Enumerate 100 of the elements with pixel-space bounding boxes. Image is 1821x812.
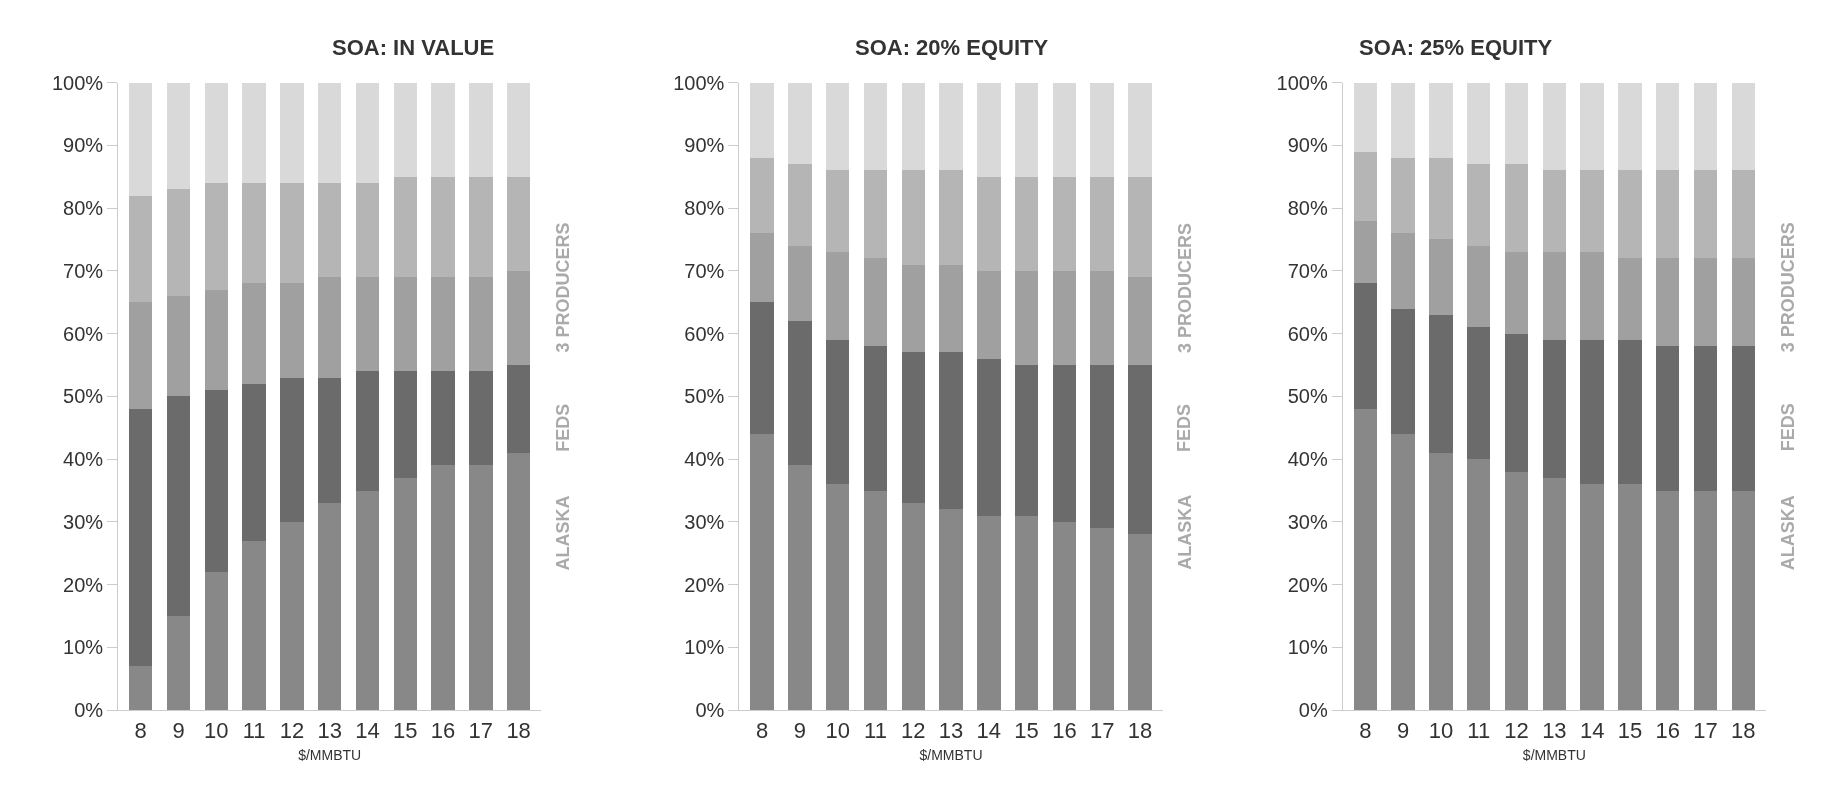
bar (825, 484, 850, 711)
x-tick-label: 17 (1089, 717, 1115, 743)
bar (204, 183, 229, 290)
bar (242, 283, 266, 384)
bar (1731, 258, 1756, 347)
x-tick-label: 12 (900, 717, 926, 743)
x-tick-label: 13 (317, 717, 342, 743)
x-tick-label: 12 (1504, 717, 1529, 743)
chart-title: SOA: 25% EQUITY (1359, 35, 1553, 60)
bar (901, 352, 925, 504)
bar (1014, 515, 1039, 711)
y-tick-label: 90% (1287, 134, 1328, 157)
bar (469, 465, 493, 711)
bar (1014, 365, 1039, 516)
x-tick-label: 14 (976, 717, 1002, 743)
y-tick-label: 30% (684, 510, 725, 533)
bar (1353, 151, 1378, 221)
bar (204, 289, 229, 391)
bar (431, 82, 455, 177)
bar (1656, 82, 1680, 171)
bar (1014, 176, 1039, 271)
y-tick-label: 20% (63, 573, 104, 596)
y-tick-label: 70% (63, 259, 104, 282)
bar (431, 371, 455, 466)
bar (1693, 258, 1718, 347)
bar (901, 503, 925, 711)
bar (825, 170, 850, 253)
text: 3 PRODUCERS (553, 222, 574, 353)
chart-title: SOA: 20% EQUITY (855, 35, 1049, 60)
x-tick-label: 16 (1052, 717, 1077, 743)
bar (750, 82, 774, 158)
x-tick-label: 11 (242, 717, 266, 743)
bar (901, 264, 925, 353)
chart-title: SOA: IN VALUE (332, 35, 495, 60)
bar (242, 183, 266, 284)
bar (825, 339, 850, 485)
x-tick-label: 9 (793, 717, 806, 743)
bar (506, 82, 531, 177)
bar (1052, 176, 1077, 271)
y-tick-label: 80% (684, 197, 725, 220)
bar (1353, 408, 1378, 711)
x-tick-label: 18 (1127, 717, 1153, 743)
y-tick-label: 40% (1287, 448, 1328, 471)
bar (863, 490, 888, 711)
bar (1618, 258, 1642, 340)
y-tick-label: 10% (684, 636, 725, 659)
bar (166, 396, 191, 617)
bar (280, 283, 304, 378)
text: FEDS (1777, 403, 1798, 452)
y-tick-label: 90% (684, 134, 725, 157)
bar (129, 195, 153, 303)
y-tick-label: 60% (63, 322, 104, 345)
bar (1656, 170, 1680, 259)
y-tick-label: 70% (684, 259, 725, 282)
y-tick-label: 80% (1287, 197, 1328, 220)
y-tick-label: 10% (63, 636, 104, 659)
x-tick-label: 11 (864, 717, 887, 743)
x-tick-label: 16 (430, 717, 456, 743)
bar (1580, 170, 1604, 253)
bar (939, 170, 963, 265)
bar (506, 176, 531, 271)
bar (1542, 170, 1567, 253)
bar (1467, 245, 1491, 328)
bar (1618, 170, 1642, 259)
bar (1580, 82, 1604, 171)
x-tick-label: 15 (1617, 717, 1643, 743)
y-tick-label: 40% (684, 448, 725, 471)
bar (431, 465, 455, 711)
bar (1467, 327, 1491, 460)
text: FEDS (1174, 403, 1195, 452)
bar (166, 295, 191, 397)
bar (1429, 239, 1453, 315)
x-tick-label: 18 (1731, 717, 1756, 743)
bar (1391, 308, 1415, 435)
bar (788, 321, 812, 466)
bar (506, 270, 531, 365)
bar (506, 365, 531, 453)
bar (1656, 258, 1680, 347)
bar (1693, 82, 1718, 171)
bar (1731, 346, 1756, 491)
x-tick-label: 10 (1428, 717, 1454, 743)
bar (1128, 82, 1152, 177)
bar (1618, 339, 1642, 485)
y-tick-label: 100% (1276, 71, 1328, 94)
bar (1467, 459, 1491, 711)
bar (317, 503, 342, 711)
bar (280, 521, 304, 711)
bar (863, 170, 888, 259)
bar (1429, 314, 1453, 453)
y-tick-label: 20% (684, 573, 725, 596)
y-tick-label: 70% (1287, 259, 1328, 282)
bar (1693, 170, 1718, 259)
bar (355, 490, 380, 711)
bar (469, 176, 493, 278)
bar (825, 82, 850, 171)
bar (1090, 528, 1114, 711)
y-tick-label: 90% (63, 134, 104, 157)
bar (166, 82, 191, 190)
bar (280, 183, 304, 284)
bar (355, 371, 380, 491)
